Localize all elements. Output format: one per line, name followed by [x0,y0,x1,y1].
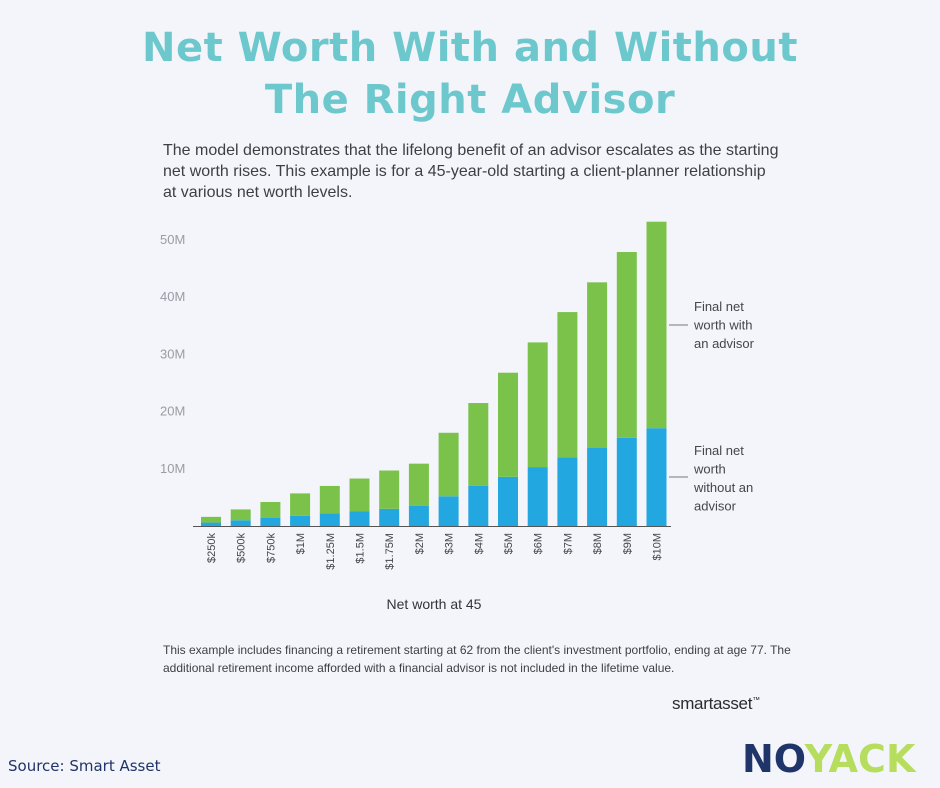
title-line-1: Net Worth With and Without [142,25,798,71]
chart-subtitle: The model demonstrates that the lifelong… [163,142,779,201]
x-tick-label: $7M [562,533,574,554]
bar-without-advisor [319,513,340,526]
x-tick-label: $9M [622,533,634,554]
bar-without-advisor [587,447,608,526]
bar-without-advisor [557,457,578,526]
legend-label-without-advisor: advisor [694,499,737,514]
x-tick-label: $8M [592,533,604,554]
bar-with-advisor [587,282,608,448]
x-tick-label: $1.25M [325,533,337,570]
bar-with-advisor [438,432,459,497]
bar-with-advisor [319,485,340,514]
x-tick-label: $10M [652,533,664,561]
x-axis: $250k $500k $750k $1M $1.25M $1.5M $1.75M $2M $3… [206,533,664,570]
legend-label-with-advisor: an advisor [694,336,755,351]
legend-label-without-advisor: Final net [694,443,744,458]
stacked-bar-chart: 10M 20M 30M 40M 50M $250k $500k $750k $1M $1.25M… [160,221,755,612]
x-tick-label: $4M [473,533,485,554]
bar-series [201,221,667,526]
chart-title: Net Worth With and Without The Right Adv… [0,22,940,126]
x-tick-label: $1.5M [355,533,367,564]
x-tick-label: $5M [503,533,515,554]
noyack-wordmark: NOYACK [742,738,917,778]
x-tick-label: $1M [295,533,307,554]
x-tick-label: $750k [265,533,277,563]
bar-with-advisor [230,509,251,521]
noyack-wordmark-yack: YACK [804,738,917,778]
bar-with-advisor [557,312,578,458]
noyack-logo: NOYACK [742,738,917,778]
x-tick-label: $6M [533,533,545,554]
legend-label-without-advisor: worth [693,462,726,477]
legend-label-without-advisor: without an [693,480,753,495]
smartasset-wordmark: smartasset [672,694,753,713]
bar-without-advisor [438,496,459,526]
bar-without-advisor [408,505,429,526]
bar-with-advisor [408,463,429,506]
y-tick-label: 40M [160,289,185,304]
bar-with-advisor [527,342,548,468]
legend: Final net worth with an advisor Final net wo… [669,299,755,514]
trademark-mark: ™ [752,695,760,705]
bar-without-advisor [498,476,518,526]
x-tick-label: $3M [444,533,456,554]
bar-without-advisor [468,485,489,526]
bar-without-advisor [527,467,548,526]
y-tick-label: 20M [160,404,185,419]
bar-without-advisor [379,508,400,526]
bar-with-advisor [498,372,518,477]
x-tick-label: $1.75M [384,533,396,570]
bar-with-advisor [260,501,281,518]
y-axis: 10M 20M 30M 40M 50M [160,232,185,476]
title-line-2: The Right Advisor [264,77,676,123]
bar-with-advisor [616,252,637,438]
bar-with-advisor [349,478,370,512]
x-axis-label: Net worth at 45 [387,596,482,612]
footnote: This example includes financing a retire… [163,643,791,675]
source-label: Source: Smart Asset [8,757,161,775]
bar-without-advisor [646,428,667,526]
bar-without-advisor [290,515,311,526]
y-tick-label: 50M [160,232,185,247]
bar-with-advisor [201,516,221,523]
bar-without-advisor [349,511,370,526]
bar-with-advisor [646,221,667,429]
smartasset-logo: smartasset™ [672,694,760,714]
y-tick-label: 10M [160,461,185,476]
bar-with-advisor [379,470,400,509]
legend-label-with-advisor: worth with [693,318,753,333]
noyack-wordmark-no: NO [742,738,805,778]
x-tick-label: $250k [206,533,218,563]
x-tick-label: $2M [414,533,426,554]
bar-with-advisor [468,403,489,486]
bar-without-advisor [616,437,637,526]
bar-without-advisor [230,520,251,526]
legend-label-with-advisor: Final net [694,299,744,314]
y-tick-label: 30M [160,346,185,361]
x-tick-label: $500k [236,533,248,563]
bar-without-advisor [201,522,221,526]
bar-without-advisor [260,517,281,526]
bar-with-advisor [290,493,311,516]
